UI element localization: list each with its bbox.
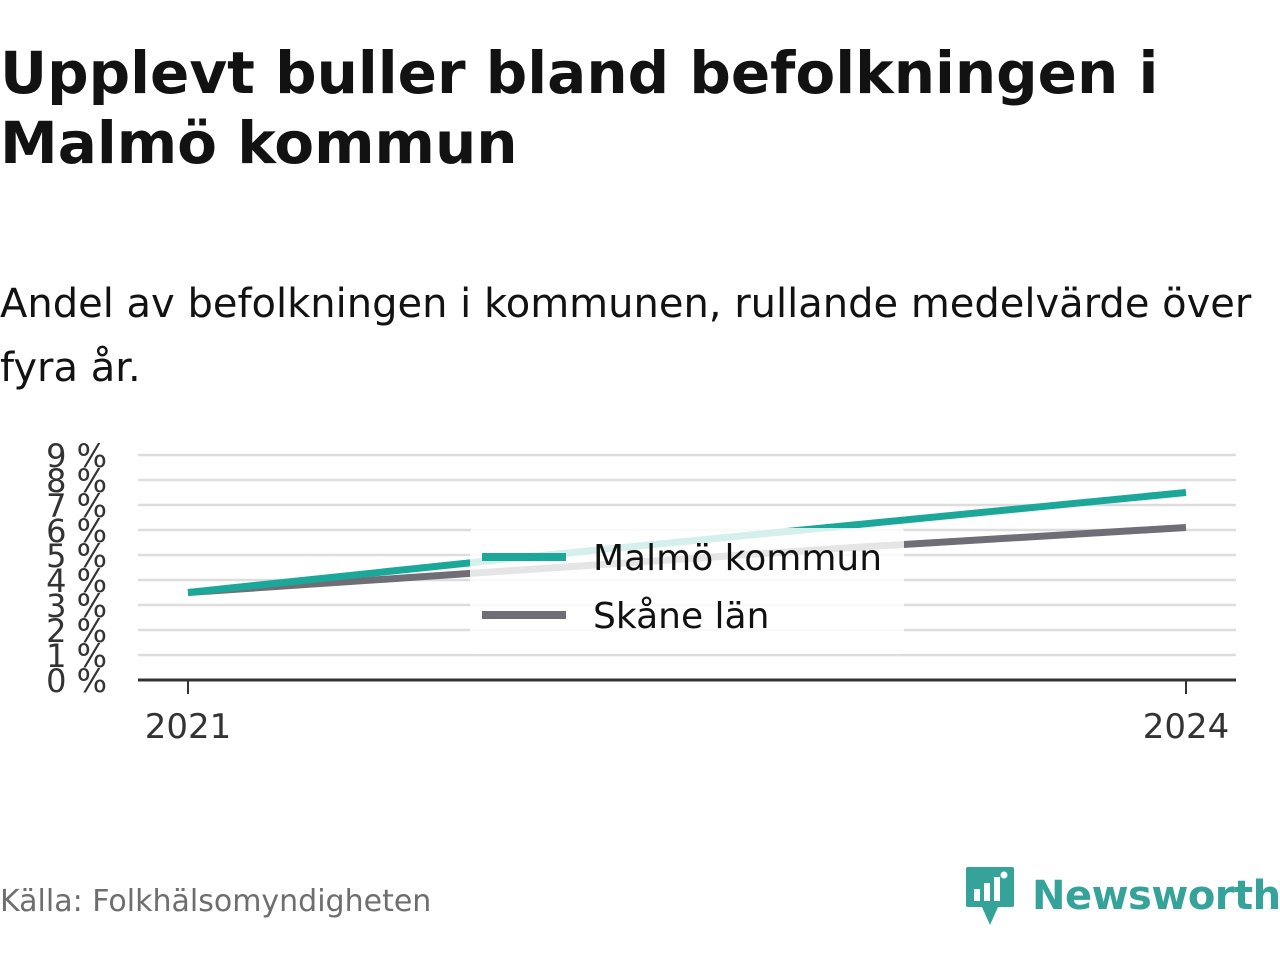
x-axis: 2021 2024: [138, 678, 1236, 747]
newsworthy-logo-icon: [966, 867, 1014, 925]
chart-subtitle: Andel av befolkningen i kommunen, rullan…: [0, 281, 1252, 391]
legend: Malmö kommun Skåne län: [470, 528, 904, 654]
brand-name: Newsworthy: [1032, 873, 1280, 919]
y-tick-label: 3 %: [46, 587, 107, 625]
legend-label: Skåne län: [593, 596, 769, 637]
y-tick-label: 7 %: [46, 487, 107, 525]
source-note: Källa: Folkhälsomyndigheten: [0, 884, 432, 919]
y-tick-label: 6 %: [46, 512, 107, 550]
x-tick-label: 2024: [1143, 707, 1230, 747]
chart-title: Upplevt buller bland befolkningen i Malm…: [0, 39, 1159, 177]
y-tick-label: 4 %: [46, 562, 107, 600]
legend-label: Malmö kommun: [593, 538, 882, 579]
y-tick-label: 1 %: [46, 637, 107, 675]
y-tick-label: 0 %: [46, 662, 107, 700]
y-tick-label: 2 %: [46, 612, 107, 650]
y-tick-label: 9 %: [46, 437, 107, 475]
x-tick-label: 2021: [145, 707, 232, 747]
y-axis-ticks: 0 %1 %2 %3 %4 %5 %6 %7 %8 %9 %: [46, 437, 107, 700]
y-tick-label: 8 %: [46, 462, 107, 500]
brand: Newsworthy: [964, 864, 1280, 928]
legend-box: [470, 528, 904, 654]
y-tick-label: 5 %: [46, 537, 107, 575]
